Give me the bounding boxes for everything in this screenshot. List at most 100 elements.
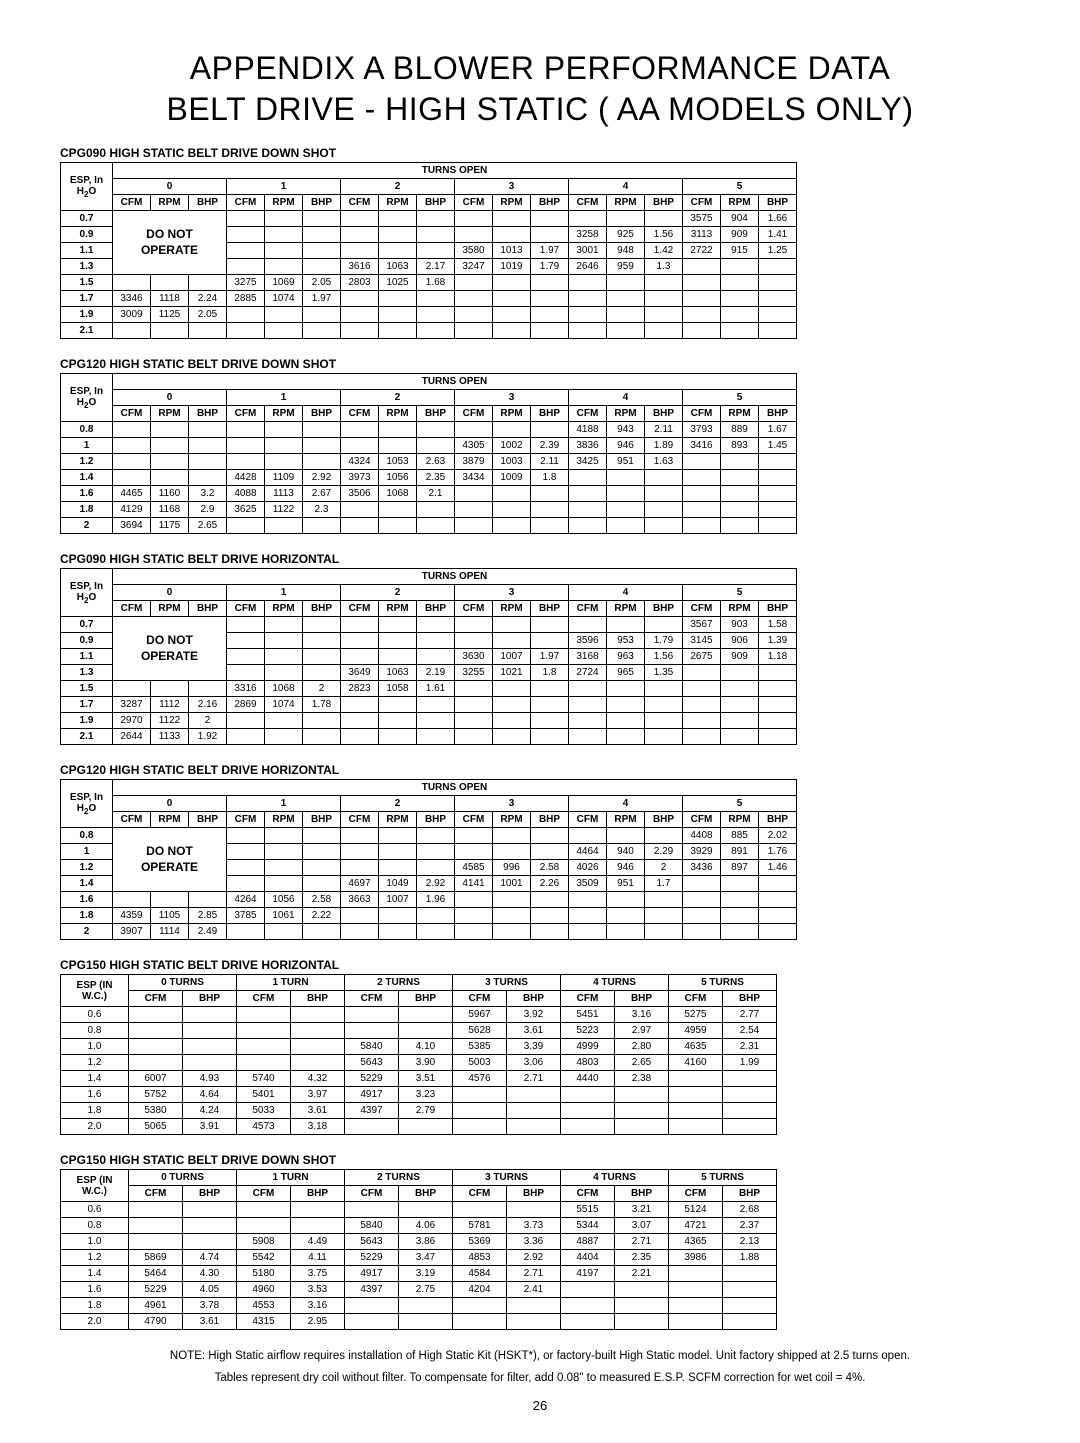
data-cell bbox=[291, 1007, 345, 1023]
data-cell bbox=[417, 243, 455, 259]
data-cell bbox=[345, 1023, 399, 1039]
data-cell: 3.86 bbox=[399, 1234, 453, 1250]
data-cell bbox=[493, 486, 531, 502]
data-cell bbox=[507, 1202, 561, 1218]
subcol-header: BHP bbox=[645, 406, 683, 422]
data-cell bbox=[189, 470, 227, 486]
turns-col: 4 bbox=[569, 796, 683, 812]
subcol-header: RPM bbox=[721, 406, 759, 422]
data-cell bbox=[237, 1055, 291, 1071]
data-cell: 5643 bbox=[345, 1055, 399, 1071]
data-cell: 2.85 bbox=[189, 908, 227, 924]
data-cell bbox=[615, 1119, 669, 1135]
esp-value: 1.1 bbox=[61, 243, 113, 259]
data-cell bbox=[417, 844, 455, 860]
esp-value: 1.4 bbox=[61, 470, 113, 486]
data-cell bbox=[341, 307, 379, 323]
data-cell bbox=[265, 729, 303, 745]
subcol-header: BHP bbox=[303, 601, 341, 617]
subcol-header: BHP bbox=[291, 991, 345, 1007]
esp-header: ESP, InH2O bbox=[61, 780, 113, 828]
data-cell bbox=[189, 681, 227, 697]
esp-value: 2 bbox=[61, 924, 113, 940]
data-cell bbox=[723, 1298, 777, 1314]
data-cell: 2.63 bbox=[417, 454, 455, 470]
data-cell: 3836 bbox=[569, 438, 607, 454]
turns-col: 5 TURNS bbox=[669, 1170, 777, 1186]
data-cell: 3346 bbox=[113, 291, 151, 307]
esp-value: 1.8 bbox=[61, 908, 113, 924]
data-cell: 1063 bbox=[379, 665, 417, 681]
data-cell bbox=[569, 211, 607, 227]
data-cell bbox=[341, 729, 379, 745]
subcol-header: RPM bbox=[379, 601, 417, 617]
subcol-header: BHP bbox=[531, 601, 569, 617]
data-cell bbox=[759, 502, 797, 518]
data-cell bbox=[341, 243, 379, 259]
data-cell bbox=[303, 518, 341, 534]
data-cell: 1056 bbox=[379, 470, 417, 486]
data-cell: 3.90 bbox=[399, 1055, 453, 1071]
subcol-header: BHP bbox=[399, 1186, 453, 1202]
data-cell bbox=[189, 454, 227, 470]
data-cell: 1003 bbox=[493, 454, 531, 470]
data-cell: 2970 bbox=[113, 713, 151, 729]
subcol-header: CFM bbox=[455, 406, 493, 422]
data-cell: 3506 bbox=[341, 486, 379, 502]
subcol-header: CFM bbox=[683, 601, 721, 617]
data-cell: 4404 bbox=[561, 1250, 615, 1266]
data-cell bbox=[379, 860, 417, 876]
data-cell: 1.99 bbox=[723, 1055, 777, 1071]
data-cell bbox=[721, 892, 759, 908]
subcol-header: RPM bbox=[151, 195, 189, 211]
data-cell bbox=[531, 924, 569, 940]
data-cell bbox=[607, 275, 645, 291]
data-cell: 2.02 bbox=[759, 828, 797, 844]
subcol-header: BHP bbox=[189, 406, 227, 422]
data-cell bbox=[607, 323, 645, 339]
data-cell: 2.65 bbox=[615, 1055, 669, 1071]
data-cell bbox=[645, 518, 683, 534]
data-cell bbox=[417, 633, 455, 649]
data-cell: 3.73 bbox=[507, 1218, 561, 1234]
data-cell bbox=[723, 1103, 777, 1119]
data-cell bbox=[683, 291, 721, 307]
data-cell: 2.77 bbox=[723, 1007, 777, 1023]
data-cell: 2644 bbox=[113, 729, 151, 745]
subcol-header: BHP bbox=[615, 1186, 669, 1202]
data-cell: 3316 bbox=[227, 681, 265, 697]
data-cell: 4635 bbox=[669, 1039, 723, 1055]
data-cell bbox=[531, 486, 569, 502]
performance-table: ESP, InH2OTURNS OPEN012345CFMRPMBHPCFMRP… bbox=[60, 373, 797, 534]
data-cell bbox=[721, 681, 759, 697]
data-cell: 891 bbox=[721, 844, 759, 860]
data-cell bbox=[455, 502, 493, 518]
data-cell bbox=[379, 844, 417, 860]
data-cell: 1061 bbox=[265, 908, 303, 924]
data-cell bbox=[683, 729, 721, 745]
data-cell bbox=[607, 211, 645, 227]
subcol-header: RPM bbox=[151, 406, 189, 422]
turns-open-header: TURNS OPEN bbox=[113, 780, 797, 796]
data-cell bbox=[759, 908, 797, 924]
data-cell: 4999 bbox=[561, 1039, 615, 1055]
data-cell bbox=[345, 1119, 399, 1135]
data-cell bbox=[453, 1103, 507, 1119]
data-cell bbox=[569, 924, 607, 940]
esp-value: 1.0 bbox=[61, 1234, 129, 1250]
subcol-header: CFM bbox=[569, 812, 607, 828]
turns-col: 2 bbox=[341, 585, 455, 601]
data-cell: 1074 bbox=[265, 291, 303, 307]
data-cell bbox=[189, 275, 227, 291]
data-cell: 4853 bbox=[453, 1250, 507, 1266]
data-cell bbox=[341, 828, 379, 844]
data-cell bbox=[607, 307, 645, 323]
data-cell: 3.18 bbox=[291, 1119, 345, 1135]
esp-value: 1.8 bbox=[61, 1298, 129, 1314]
esp-value: 0.8 bbox=[61, 1023, 129, 1039]
data-cell bbox=[683, 713, 721, 729]
data-cell bbox=[303, 633, 341, 649]
data-cell bbox=[189, 323, 227, 339]
data-cell: 2.71 bbox=[507, 1071, 561, 1087]
data-cell bbox=[723, 1266, 777, 1282]
